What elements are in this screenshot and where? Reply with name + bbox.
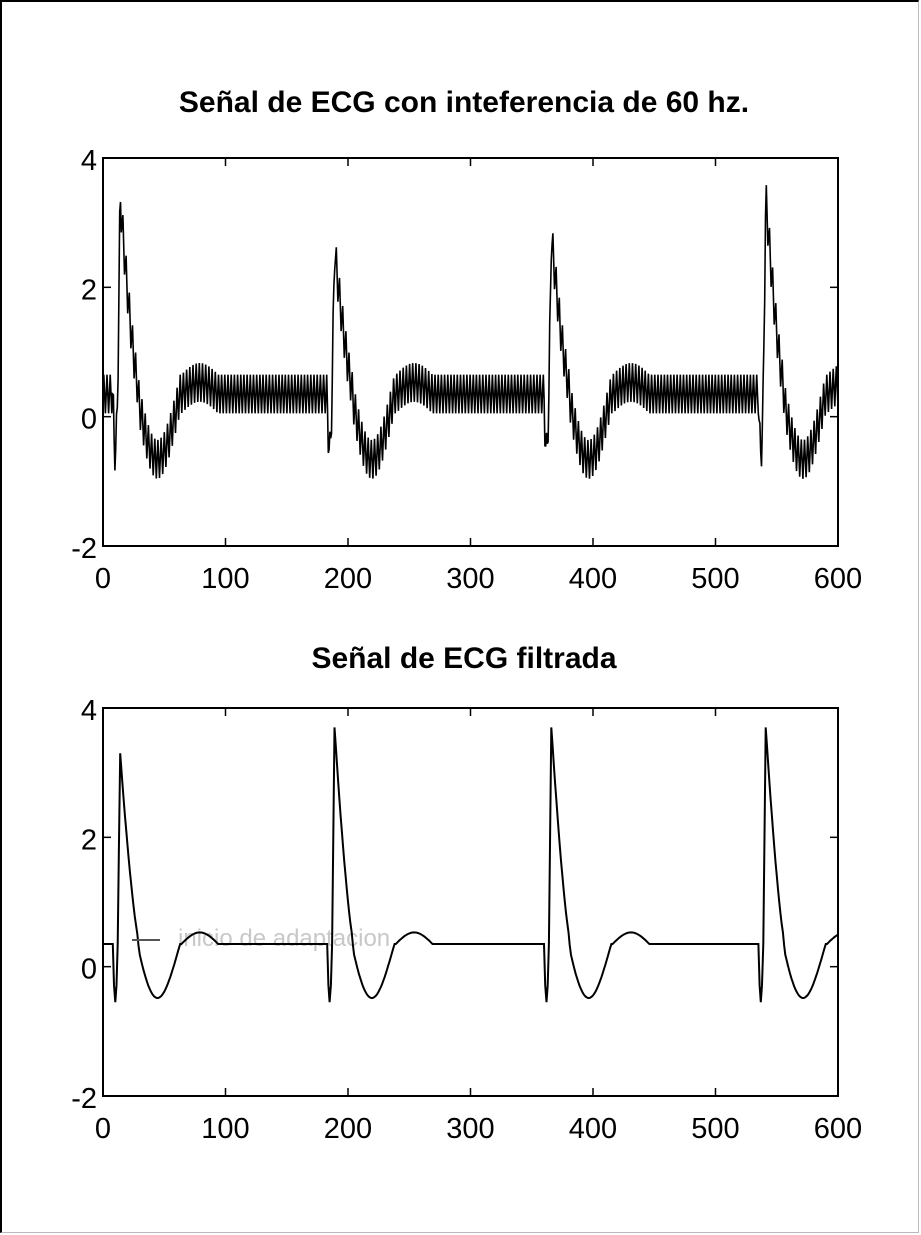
- ecg-series-line: [102, 185, 839, 479]
- plot-area: [102, 707, 839, 1097]
- x-tick-label: 500: [691, 1113, 739, 1145]
- x-tick-label: 0: [95, 563, 111, 595]
- plot-area: [102, 157, 839, 547]
- x-tick-label: 300: [446, 1113, 494, 1145]
- ecg-series-line: [103, 727, 839, 1003]
- x-tick-label: 200: [324, 1113, 372, 1145]
- chart-title-bottom: Señal de ECG filtrada: [311, 642, 616, 675]
- y-tick-label: 2: [81, 824, 97, 856]
- adaptation-annotation: inicio de adaptacion: [178, 925, 390, 952]
- x-tick-label: 600: [814, 563, 862, 595]
- x-tick-label: 600: [814, 1113, 862, 1145]
- y-tick-label: 0: [81, 404, 97, 436]
- x-tick-label: 400: [569, 563, 617, 595]
- y-tick-label: 4: [81, 695, 97, 727]
- y-tick-label: -2: [71, 533, 97, 565]
- x-tick-label: 0: [95, 1113, 111, 1145]
- x-tick-label: 500: [691, 563, 739, 595]
- y-tick-label: 4: [81, 145, 97, 177]
- x-tick-label: 100: [201, 563, 249, 595]
- x-tick-label: 100: [201, 1113, 249, 1145]
- x-tick-label: 300: [446, 563, 494, 595]
- x-tick-label: 400: [569, 1113, 617, 1145]
- y-tick-label: -2: [71, 1083, 97, 1115]
- x-tick-label: 200: [324, 563, 372, 595]
- y-tick-label: 2: [81, 274, 97, 306]
- y-tick-label: 0: [81, 954, 97, 986]
- chart-title-top: Señal de ECG con inteferencia de 60 hz.: [179, 86, 749, 119]
